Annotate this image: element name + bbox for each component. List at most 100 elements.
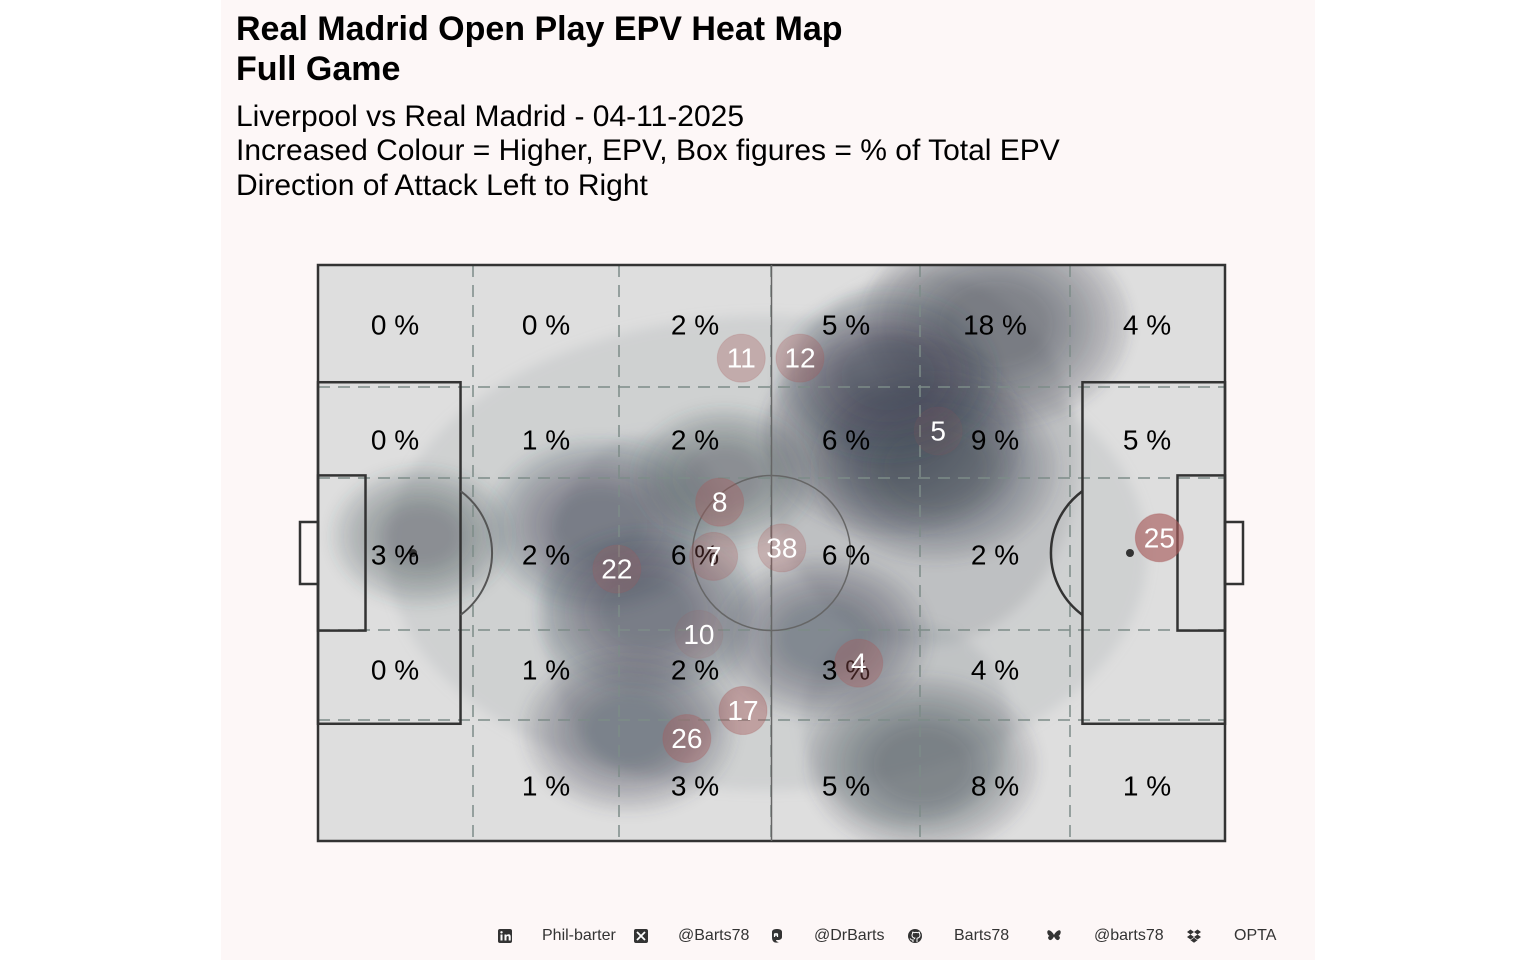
- linkedin-icon: [498, 929, 512, 943]
- footer-handle: Phil-barter: [542, 927, 616, 944]
- zone-percent-label: 3 %: [671, 771, 719, 802]
- player-number: 10: [683, 619, 714, 650]
- player-number: 38: [766, 532, 797, 563]
- footer-handle: @barts78: [1094, 927, 1164, 944]
- player-marker: 11: [716, 333, 766, 383]
- density-contour: [583, 696, 675, 765]
- chart-subtitle-direction: Direction of Attack Left to Right: [236, 169, 648, 202]
- player-number: 8: [712, 487, 728, 518]
- player-markers: 11 12 8 5 38 7 22 25 10 4 17 26: [592, 333, 1184, 764]
- player-number: 7: [706, 541, 722, 572]
- chart-subtitle-match: Liverpool vs Real Madrid - 04-11-2025: [236, 100, 745, 133]
- density-peak: [633, 406, 815, 547]
- pitch-markings: [298, 263, 1245, 843]
- right-goal: [1223, 520, 1245, 586]
- player-dot: [834, 638, 884, 688]
- player-dot: [913, 406, 963, 456]
- mastodon-icon: [772, 929, 782, 943]
- github-icon: [908, 929, 922, 943]
- zone-percent-label: 0 %: [371, 310, 419, 341]
- player-number: 12: [784, 343, 815, 374]
- right-penalty-spot: [1125, 549, 1134, 557]
- density-peak: [330, 466, 513, 606]
- player-marker: 25: [1134, 513, 1184, 563]
- zone-percent-label: 8 %: [971, 771, 1019, 802]
- density-peak: [779, 291, 997, 459]
- density-contour: [841, 340, 935, 411]
- player-dot: [1134, 513, 1184, 563]
- player-dot: [689, 531, 739, 581]
- player-dot: [757, 523, 807, 573]
- zone-percent-label: 2 %: [971, 540, 1019, 571]
- left-goal: [298, 520, 320, 586]
- player-marker: 22: [592, 544, 642, 594]
- player-dot: [718, 686, 768, 736]
- player-marker: 4: [834, 638, 884, 688]
- zone-labels: 0 % 0 % 2 % 5 % 18 % 4 % 0 % 1 % 2 % 6 % 9 % 5 % 3 %…: [371, 310, 1171, 802]
- player-marker: 10: [674, 609, 724, 659]
- player-dot: [592, 544, 642, 594]
- player-marker: 7: [689, 531, 739, 581]
- footer-handle: Barts78: [954, 927, 1010, 944]
- player-number: 5: [930, 416, 946, 447]
- player-marker: 17: [718, 686, 768, 736]
- density-contour: [685, 447, 763, 506]
- zone-percent-label: 1 %: [1123, 771, 1171, 802]
- zone-percent-label: 1 %: [522, 655, 570, 686]
- player-marker: 12: [775, 333, 825, 383]
- zone-percent-label: 2 %: [671, 655, 719, 686]
- player-marker: 5: [913, 406, 963, 456]
- density-peak: [523, 649, 735, 813]
- zone-percent-label: 0 %: [371, 655, 419, 686]
- player-dot: [775, 333, 825, 383]
- zone-percent-label: 2 %: [671, 310, 719, 341]
- zone-percent-label: 4 %: [971, 655, 1019, 686]
- zone-percent-label: 2 %: [522, 540, 570, 571]
- player-marker: 38: [757, 523, 807, 573]
- player-number: 25: [1144, 522, 1175, 553]
- player-dot: [662, 714, 712, 764]
- centre-circle: [691, 474, 852, 632]
- dropbox-icon: [1187, 929, 1201, 943]
- footer-handle: @Barts78: [678, 927, 750, 944]
- density-contour: [382, 506, 461, 566]
- right-penalty-arc: [1049, 490, 1084, 616]
- density-peak: [807, 676, 1038, 841]
- player-marker: 26: [662, 714, 712, 764]
- zone-percent-label: 3 %: [822, 655, 870, 686]
- zone-percent-label: 2 %: [671, 425, 719, 456]
- left-penalty-spot: [409, 549, 418, 557]
- x-icon: [634, 929, 648, 943]
- zone-percent-label: 6 %: [822, 425, 870, 456]
- player-dot: [674, 609, 724, 659]
- player-number: 22: [601, 554, 632, 585]
- zone-percent-label: 4 %: [1123, 310, 1171, 341]
- zone-percent-label: 18 %: [963, 310, 1027, 341]
- player-number: 17: [727, 695, 758, 726]
- zone-percent-label: 1 %: [522, 425, 570, 456]
- zone-percent-label: 0 %: [371, 425, 419, 456]
- zone-percent-label: 5 %: [1123, 425, 1171, 456]
- zone-percent-label: 0 %: [522, 310, 570, 341]
- player-number: 4: [851, 648, 867, 679]
- player-dot: [695, 477, 745, 527]
- player-number: 26: [671, 723, 702, 754]
- bluesky-icon: [1047, 930, 1061, 941]
- zone-percent-label: 9 %: [971, 425, 1019, 456]
- zone-percent-label: 3 %: [371, 540, 419, 571]
- chart-title-line2: Full Game: [236, 50, 401, 88]
- zone-percent-label: 5 %: [822, 771, 870, 802]
- player-marker: 8: [695, 477, 745, 527]
- chart-title: Real Madrid Open Play EPV Heat Map: [236, 10, 843, 48]
- footer-handle: @DrBarts: [814, 927, 885, 944]
- density-peak: [537, 528, 756, 697]
- zone-percent-label: 6 %: [671, 540, 719, 571]
- zone-percent-label: 6 %: [822, 540, 870, 571]
- zone-percent-label: 5 %: [822, 310, 870, 341]
- footer-handle: OPTA: [1234, 927, 1277, 944]
- density-contour: [873, 727, 972, 802]
- density-contour: [777, 603, 869, 672]
- player-dot: [716, 333, 766, 383]
- left-penalty-arc: [459, 490, 494, 616]
